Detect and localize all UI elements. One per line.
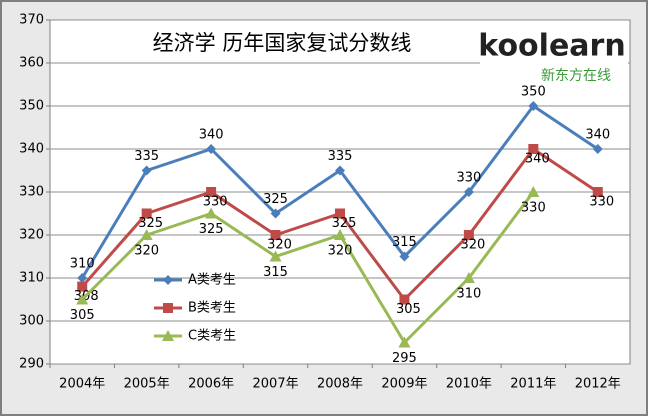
data-label: 315 — [263, 265, 288, 280]
x-tick-label: 2010年 — [446, 377, 492, 392]
point-marker — [270, 230, 281, 240]
series-line — [81, 191, 535, 344]
point-marker — [270, 208, 281, 219]
point-marker — [592, 187, 603, 197]
point-marker — [398, 336, 411, 348]
point-marker — [141, 208, 152, 219]
data-label: 315 — [392, 235, 417, 250]
point-marker — [77, 281, 88, 292]
point-marker — [334, 229, 346, 240]
data-label: 305 — [396, 302, 421, 317]
data-label: 310 — [70, 257, 95, 272]
point-marker — [399, 294, 410, 305]
data-label: 340 — [199, 128, 224, 143]
legend-label: C类考生 — [188, 329, 236, 344]
point-marker — [141, 165, 152, 176]
x-tick-label: 2008年 — [317, 377, 363, 392]
legend-marker — [162, 330, 174, 341]
legend-label: B类考生 — [188, 301, 236, 316]
data-label: 330 — [521, 201, 546, 216]
y-tick-label: 360 — [19, 56, 44, 71]
data-label: 325 — [263, 192, 288, 207]
y-tick-label: 320 — [19, 228, 44, 243]
data-label: 335 — [328, 149, 353, 164]
data-label: 340 — [525, 152, 550, 167]
point-marker — [77, 273, 88, 283]
y-tick-label: 350 — [19, 99, 44, 114]
point-marker — [335, 208, 345, 219]
point-marker — [269, 250, 282, 262]
data-label: 320 — [134, 244, 159, 259]
x-tick-label: 2011年 — [510, 377, 556, 392]
y-tick-label: 340 — [19, 142, 44, 157]
x-tick-label: 2012年 — [575, 377, 621, 392]
data-label: 335 — [134, 149, 159, 164]
point-marker — [206, 187, 217, 197]
data-label: 305 — [70, 308, 95, 323]
data-label: 350 — [521, 85, 546, 100]
data-label: 295 — [392, 351, 417, 366]
x-tick-label: 2006年 — [188, 377, 234, 392]
point-marker — [399, 251, 410, 262]
legend-marker — [163, 303, 173, 313]
point-marker — [76, 293, 89, 305]
point-marker — [462, 272, 475, 283]
data-label: 325 — [332, 216, 357, 231]
x-tick-label: 2009年 — [381, 377, 427, 392]
x-tick-label: 2005年 — [124, 377, 170, 392]
point-marker — [528, 144, 539, 154]
y-tick-label: 310 — [19, 271, 44, 286]
y-tick-label: 370 — [19, 13, 44, 28]
legend-marker — [163, 275, 173, 285]
point-marker — [592, 144, 603, 154]
point-marker — [206, 144, 217, 154]
data-label: 320 — [328, 244, 353, 259]
y-tick-label: 330 — [19, 185, 44, 200]
data-label: 310 — [456, 287, 481, 302]
point-marker — [527, 186, 540, 197]
logo-box — [480, 22, 628, 88]
data-label: 320 — [267, 238, 292, 253]
legend-label: A类考生 — [188, 273, 236, 288]
data-label: 330 — [589, 195, 614, 210]
point-marker — [463, 187, 474, 197]
chart-title: 经济学 历年国家复试分数线 — [153, 31, 412, 55]
data-label: 325 — [199, 222, 224, 237]
point-marker — [463, 230, 474, 240]
point-marker — [335, 165, 345, 176]
data-label: 320 — [460, 238, 485, 253]
logo-tagline: 新东方在线 — [541, 68, 611, 84]
point-marker — [205, 207, 218, 219]
point-marker — [528, 101, 539, 111]
y-tick-label: 300 — [19, 314, 44, 329]
point-marker — [140, 229, 153, 240]
data-label: 330 — [203, 195, 228, 210]
data-label: 330 — [456, 171, 481, 186]
data-label: 325 — [138, 216, 163, 231]
data-label: 340 — [585, 128, 610, 143]
x-tick-label: 2007年 — [253, 377, 299, 392]
y-tick-label: 290 — [19, 357, 44, 372]
logo-brand: koolearn — [478, 29, 625, 64]
x-tick-label: 2004年 — [59, 377, 105, 392]
